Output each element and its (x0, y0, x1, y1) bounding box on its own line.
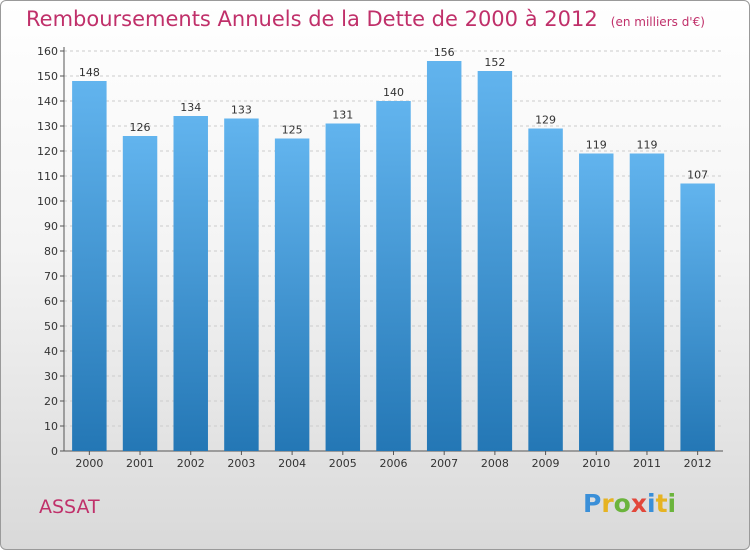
x-tick-label: 2008 (481, 457, 509, 470)
y-tick-label: 0 (51, 445, 58, 458)
x-tick-label: 2007 (430, 457, 458, 470)
data-label: 119 (636, 139, 657, 152)
logo-letter: t (655, 489, 668, 518)
data-label: 129 (535, 114, 556, 127)
bar-2001 (122, 136, 158, 451)
bar-2004 (274, 138, 310, 451)
y-tick-label: 100 (37, 195, 58, 208)
x-tick-label: 2002 (177, 457, 205, 470)
data-label: 133 (231, 104, 252, 117)
data-label: 125 (282, 124, 303, 137)
x-tick-label: 2010 (582, 457, 610, 470)
y-tick-label: 150 (37, 70, 58, 83)
bar-2012 (680, 183, 715, 451)
bar-2009 (528, 128, 563, 451)
logo-letter: x (630, 489, 647, 518)
y-tick-label: 60 (44, 295, 58, 308)
bar-2000 (72, 81, 107, 451)
x-tick-label: 2012 (684, 457, 712, 470)
x-tick-label: 2000 (75, 457, 103, 470)
x-tick-label: 2005 (329, 457, 357, 470)
logo-letter: i (667, 489, 677, 518)
bar-2010 (579, 153, 614, 451)
bar-2003 (224, 118, 259, 451)
x-tick-label: 2009 (532, 457, 560, 470)
chart-title: Remboursements Annuels de la Dette de 20… (26, 7, 705, 31)
data-label: 126 (130, 121, 151, 134)
data-label: 156 (434, 46, 455, 59)
y-tick-label: 40 (44, 345, 58, 358)
logo-letter: P (583, 489, 602, 518)
bars (72, 61, 715, 451)
x-tick-label: 2011 (633, 457, 661, 470)
logo-letter: r (601, 489, 614, 518)
data-label: 119 (586, 139, 607, 152)
y-tick-label: 70 (44, 270, 58, 283)
y-tick-label: 130 (37, 120, 58, 133)
y-tick-label: 90 (44, 220, 58, 233)
bar-2007 (426, 61, 462, 451)
chart-title-main: Remboursements Annuels de la Dette de 20… (26, 7, 598, 31)
y-tick-label: 10 (44, 420, 58, 433)
logo-letter: o (613, 489, 631, 518)
y-tick-label: 20 (44, 395, 58, 408)
data-label: 134 (180, 101, 201, 114)
x-tick-label: 2003 (227, 457, 255, 470)
bar-2002 (173, 116, 208, 451)
y-tick-label: 30 (44, 370, 58, 383)
data-label: 152 (484, 56, 505, 69)
y-tick-label: 120 (37, 145, 58, 158)
data-labels: 148 126 134 133 125 131 140 156 152 129 119 119 107 (79, 46, 708, 182)
x-tick-label: 2004 (278, 457, 306, 470)
commune-name: ASSAT (39, 496, 100, 518)
bar-2011 (629, 153, 665, 451)
y-tick-label: 50 (44, 320, 58, 333)
bar-2006 (376, 101, 411, 451)
bar-2008 (477, 71, 513, 451)
proxiti-logo: Proxiti (583, 489, 676, 518)
bar-2005 (325, 123, 361, 451)
y-tick-label: 140 (37, 95, 58, 108)
x-tick-label: 2001 (126, 457, 154, 470)
y-tick-label: 110 (37, 170, 58, 183)
x-tick-label: 2006 (380, 457, 408, 470)
data-label: 131 (332, 109, 353, 122)
data-label: 148 (79, 66, 100, 79)
data-label: 140 (383, 86, 404, 99)
data-label: 107 (687, 169, 708, 182)
chart-title-unit: (en milliers d'€) (610, 15, 705, 29)
logo-letter: i (647, 489, 656, 518)
y-tick-label: 160 (37, 45, 58, 58)
y-tick-label: 80 (44, 245, 58, 258)
